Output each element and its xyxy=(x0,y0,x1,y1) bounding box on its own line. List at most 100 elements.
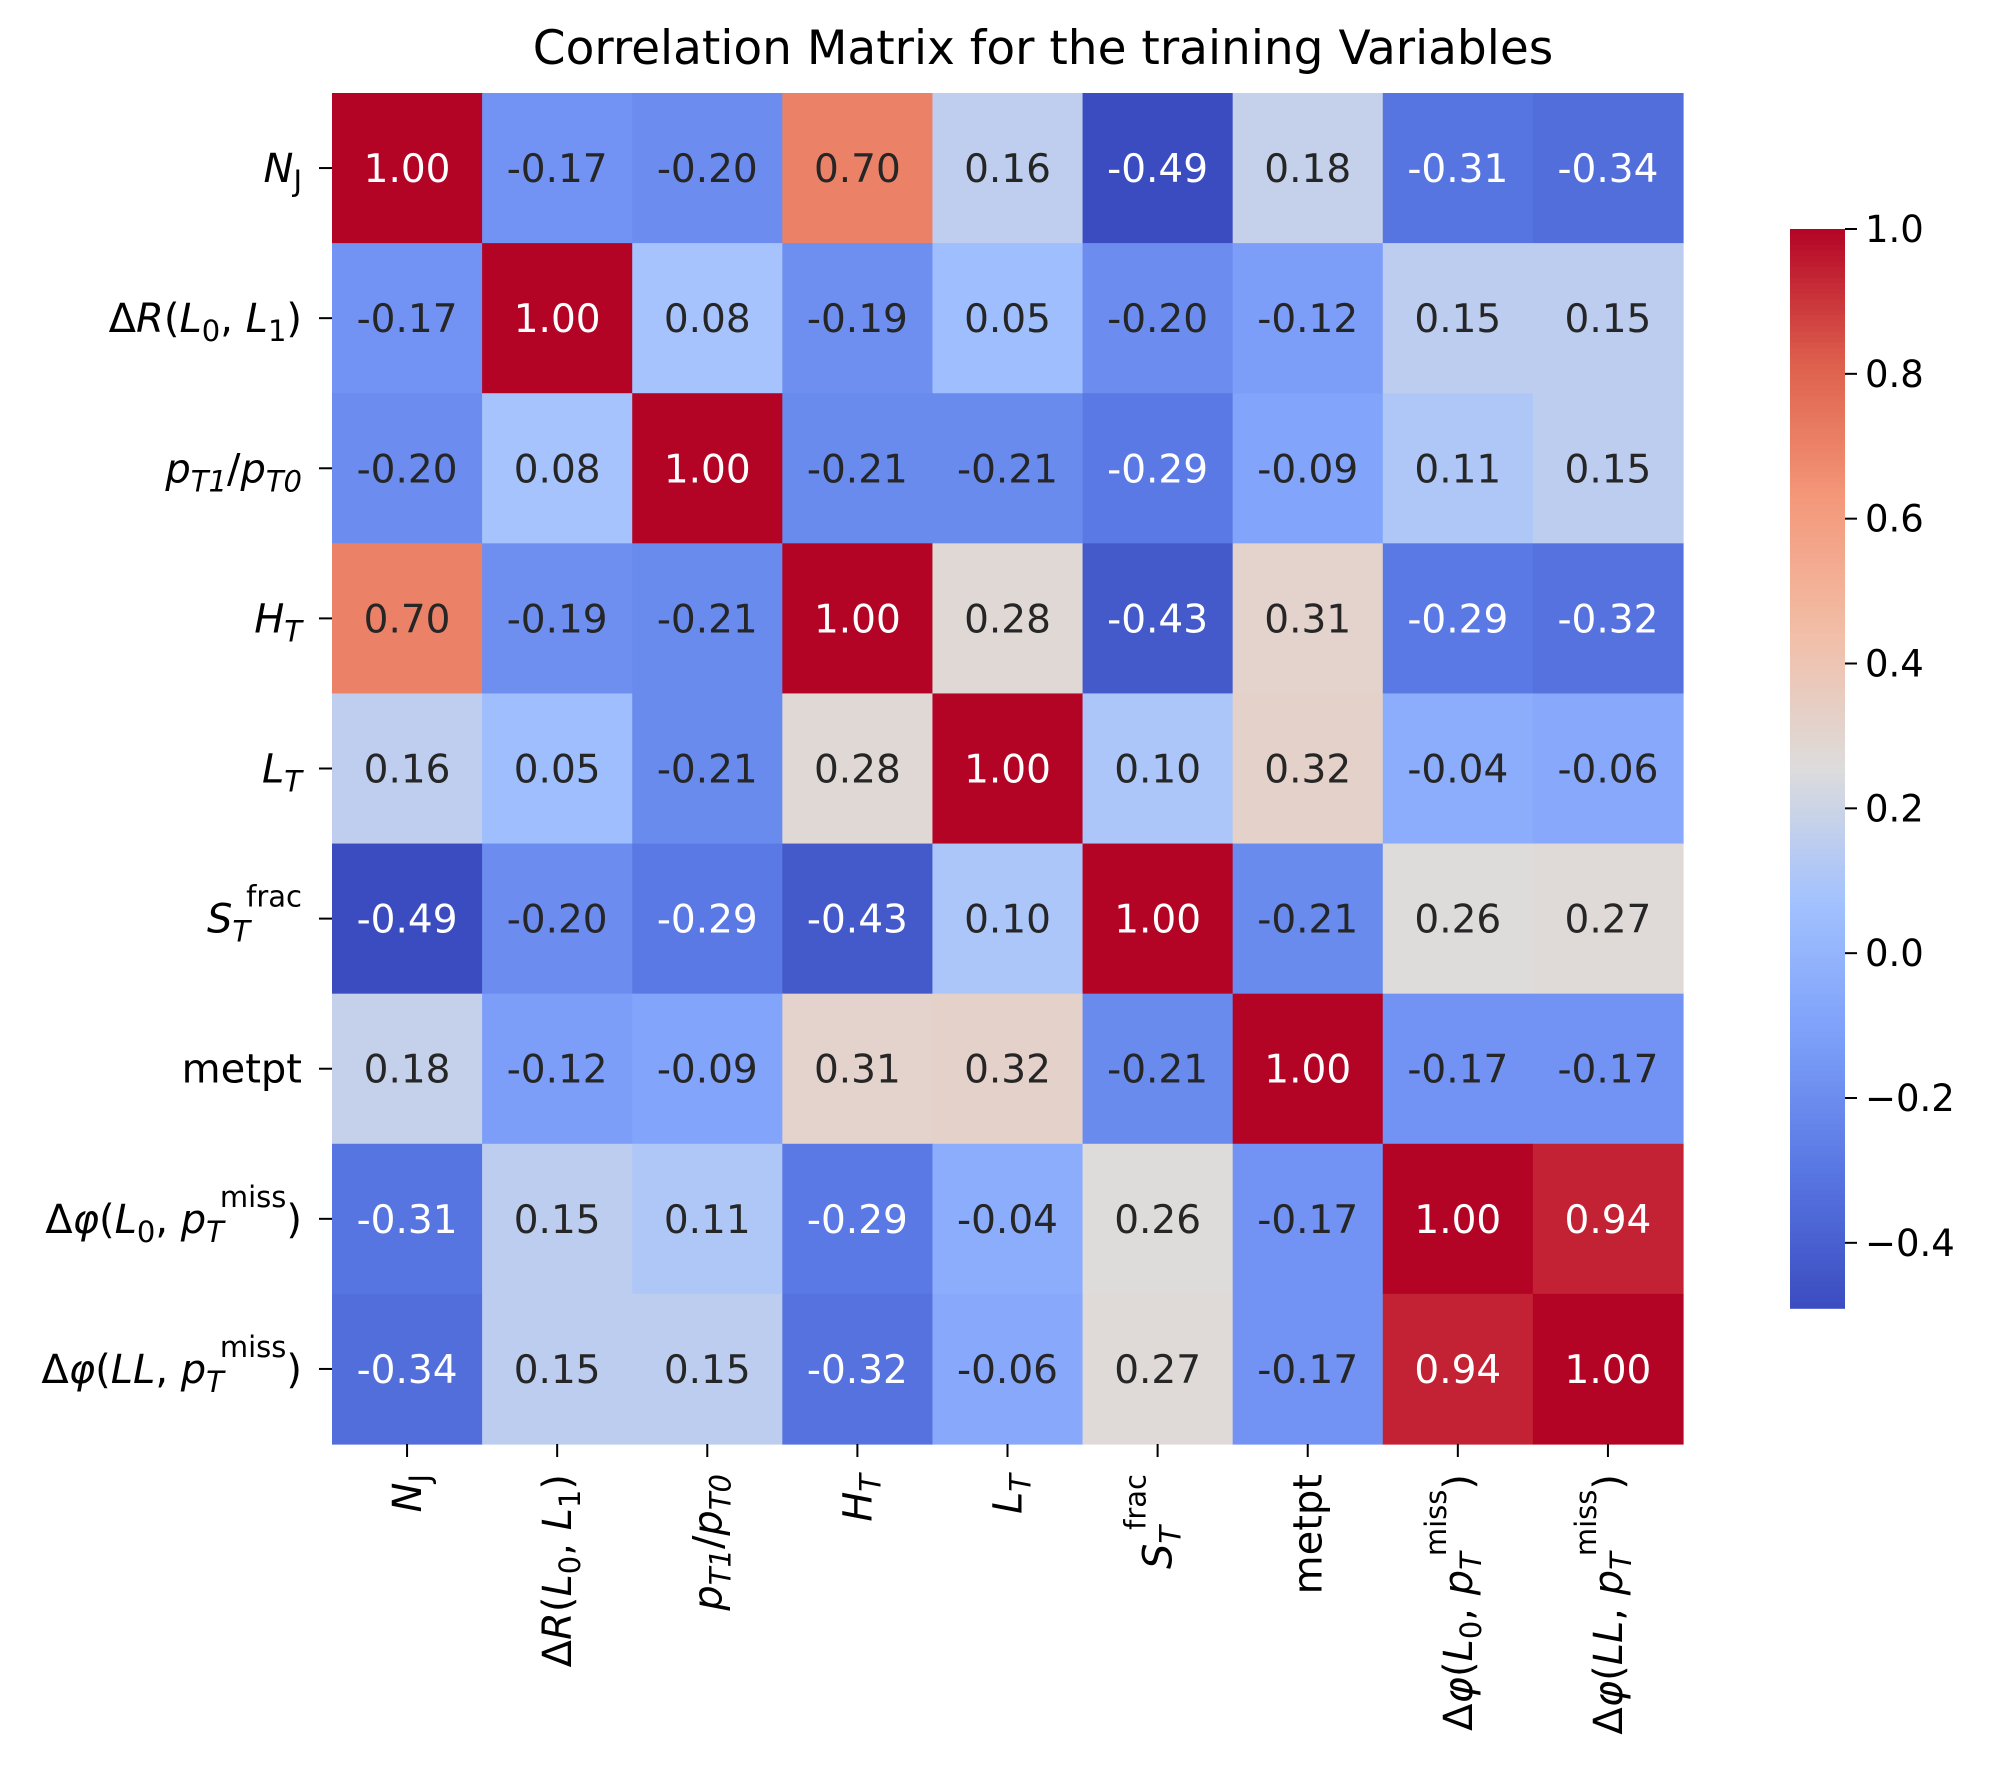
colorbar-segment xyxy=(1790,914,1845,921)
colorbar-segment xyxy=(1790,369,1845,376)
colorbar-segment xyxy=(1790,849,1845,856)
colorbar-segment xyxy=(1790,935,1845,942)
colorbar-segment xyxy=(1790,358,1845,365)
colorbar-segment xyxy=(1790,531,1845,538)
x-tick-label: ΔR(L0, L1) xyxy=(535,1474,587,1667)
colorbar-segment xyxy=(1790,520,1845,527)
heatmap-cell xyxy=(1382,93,1534,244)
colorbar-tick-label: 0.8 xyxy=(1865,353,1924,396)
cell-value-label: -0.09 xyxy=(1257,447,1358,492)
colorbar-segment xyxy=(1790,628,1845,635)
x-tick-label: LT​ xyxy=(986,1472,1038,1514)
colorbar-segment xyxy=(1790,471,1845,478)
colorbar-segment xyxy=(1790,1270,1845,1277)
colorbar-segment xyxy=(1790,1183,1845,1191)
colorbar-segment xyxy=(1790,1070,1845,1077)
cell-value-label: 0.10 xyxy=(964,898,1051,943)
colorbar-segment xyxy=(1790,326,1845,333)
heatmap-cell xyxy=(932,393,1084,544)
cell-value-label: -0.20 xyxy=(507,898,608,943)
heatmap-cell xyxy=(632,993,783,1145)
colorbar-segment xyxy=(1790,1259,1845,1266)
colorbar-segment xyxy=(1790,450,1845,457)
cell-value-label: 0.15 xyxy=(1565,297,1652,342)
cell-value-label: 1.00 xyxy=(364,147,451,192)
colorbar-segment xyxy=(1790,525,1845,532)
heatmap-cell xyxy=(782,243,934,394)
colorbar-segment xyxy=(1790,514,1845,522)
colorbar-segment xyxy=(1790,315,1845,322)
cell-value-label: 0.26 xyxy=(1414,898,1501,943)
cell-value-label: -0.29 xyxy=(1107,447,1208,492)
colorbar-segment xyxy=(1790,827,1845,835)
colorbar-segment xyxy=(1790,563,1845,570)
colorbar-segment xyxy=(1790,309,1845,317)
heatmap-cell xyxy=(632,1293,783,1445)
heatmap-cell xyxy=(1532,993,1684,1145)
heatmap-cell xyxy=(932,693,1084,845)
colorbar-segment xyxy=(1790,493,1845,500)
cell-value-label: -0.49 xyxy=(357,898,458,943)
heatmap-cells: 1.00 -0.17 -0.20 0.70 0.16 -0.49 0.18 -0.31 -0.3… xyxy=(332,93,1684,1445)
colorbar-segment xyxy=(1790,752,1845,759)
colorbar-segment xyxy=(1790,968,1845,975)
colorbar-segment xyxy=(1790,660,1845,667)
heatmap-cell xyxy=(1082,1293,1234,1445)
cell-value-label: 1.00 xyxy=(1264,1048,1351,1093)
heatmap-cell xyxy=(1382,543,1534,695)
colorbar-segment xyxy=(1790,768,1845,775)
colorbar-segment xyxy=(1790,606,1845,613)
colorbar-segment xyxy=(1790,1076,1845,1083)
heatmap-cell xyxy=(1532,843,1684,995)
heatmap-cell xyxy=(782,93,934,244)
colorbar-tick-label: 0.4 xyxy=(1865,642,1924,685)
colorbar-segment xyxy=(1790,1232,1845,1239)
colorbar-segment xyxy=(1790,919,1845,926)
heatmap-cell xyxy=(932,93,1084,244)
colorbar-segment xyxy=(1790,644,1845,651)
cell-value-label: 0.05 xyxy=(514,748,601,793)
cell-value-label: 0.28 xyxy=(814,748,901,793)
colorbar-segment xyxy=(1790,1264,1845,1272)
colorbar-segment xyxy=(1790,995,1845,1002)
x-tick-label: HT​ xyxy=(835,1472,887,1522)
heatmap-cell xyxy=(632,93,783,244)
cell-value-label: 0.08 xyxy=(664,297,751,342)
cell-value-label: 0.16 xyxy=(964,147,1051,192)
colorbar-segment xyxy=(1790,1140,1845,1147)
heatmap-cell xyxy=(782,843,934,995)
cell-value-label: 1.00 xyxy=(1565,1348,1652,1393)
colorbar-segment xyxy=(1790,639,1845,646)
colorbar-segment xyxy=(1790,1049,1845,1056)
heatmap-cell xyxy=(1532,93,1684,244)
x-tick-label: Δφ(LL, pTmiss) xyxy=(1569,1474,1638,1735)
cell-value-label: 0.32 xyxy=(1264,748,1351,793)
colorbar-segment xyxy=(1790,1291,1845,1299)
heatmap-cell xyxy=(782,393,934,544)
colorbar-segment xyxy=(1790,272,1845,279)
y-tick-label: NJ​ xyxy=(264,146,302,198)
colorbar-segment xyxy=(1790,908,1845,915)
colorbar-segment xyxy=(1790,547,1845,554)
colorbar-segment xyxy=(1790,1022,1845,1029)
colorbar-segment xyxy=(1790,541,1845,549)
colorbar-segment xyxy=(1790,978,1845,986)
heatmap-cell xyxy=(932,993,1084,1145)
colorbar-segment xyxy=(1790,1102,1845,1110)
colorbar-segment xyxy=(1790,655,1845,662)
cell-value-label: 0.15 xyxy=(514,1198,601,1243)
y-axis: NJ​ ΔR(L0, L1) pT1/pT0​ HT​ LT​ STfrac​ metpt Δ… xyxy=(41,146,332,1399)
colorbar-segment xyxy=(1790,1081,1845,1088)
colorbar-tick-label: 0.0 xyxy=(1865,932,1924,975)
x-axis: NJ​ ΔR(L0, L1) pT1/pT0​ HT​ LT​ STfrac​ metpt Δ… xyxy=(385,1444,1638,1735)
colorbar-segment xyxy=(1790,1135,1845,1142)
cell-value-label: -0.43 xyxy=(1107,597,1208,642)
colorbar-segment xyxy=(1790,709,1845,716)
heatmap-cell xyxy=(1532,543,1684,695)
heatmap-cell xyxy=(1382,393,1534,544)
heatmap-cell xyxy=(1532,1293,1684,1445)
cell-value-label: 1.00 xyxy=(664,447,751,492)
colorbar-segment xyxy=(1790,401,1845,408)
colorbar-segment xyxy=(1790,757,1845,764)
heatmap-cell xyxy=(632,693,783,845)
